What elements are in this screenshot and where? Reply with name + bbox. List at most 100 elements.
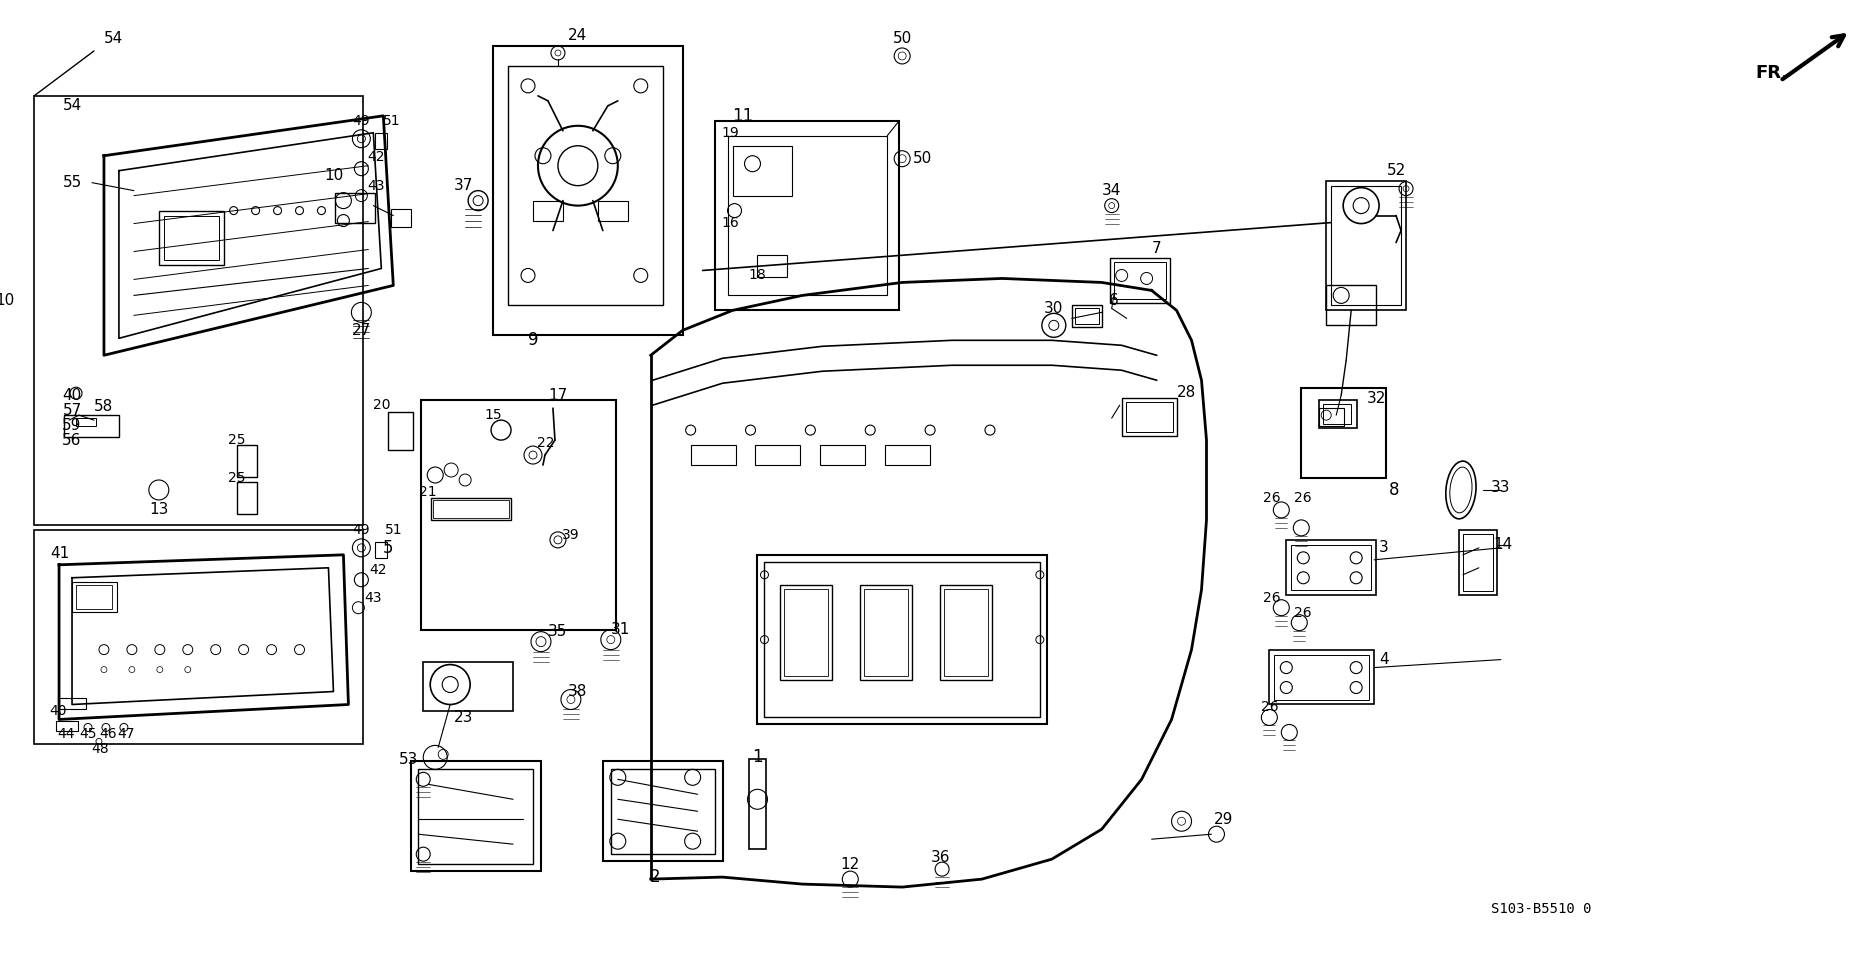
Text: 2: 2 — [650, 868, 661, 886]
Bar — [58, 698, 86, 709]
Bar — [1269, 650, 1374, 704]
Text: 40: 40 — [62, 388, 82, 403]
Bar — [940, 585, 992, 679]
Bar — [335, 192, 376, 223]
Bar — [597, 201, 627, 220]
Text: 22: 22 — [537, 436, 554, 450]
Text: 43: 43 — [367, 179, 386, 192]
Text: 42: 42 — [367, 149, 386, 164]
Text: 45: 45 — [79, 727, 97, 742]
Bar — [1075, 308, 1099, 324]
Text: 54: 54 — [62, 99, 82, 113]
Bar — [412, 762, 541, 871]
Text: 39: 39 — [562, 528, 580, 542]
Text: 11: 11 — [732, 107, 753, 124]
Text: 4: 4 — [1380, 652, 1389, 667]
Bar — [507, 66, 663, 305]
Text: 43: 43 — [365, 590, 382, 605]
Text: 10: 10 — [324, 168, 343, 183]
Bar — [749, 759, 766, 849]
Text: 24: 24 — [569, 29, 588, 43]
Bar — [1275, 655, 1368, 700]
Text: 28: 28 — [1177, 385, 1196, 400]
Bar — [71, 582, 116, 612]
Bar — [423, 661, 513, 711]
Text: 55: 55 — [62, 175, 82, 190]
Text: 26: 26 — [1262, 590, 1280, 605]
Bar — [1331, 186, 1400, 305]
Bar — [1458, 530, 1498, 594]
Bar — [865, 589, 908, 676]
Text: 34: 34 — [1103, 183, 1121, 198]
Text: 26: 26 — [1294, 606, 1312, 620]
Bar — [534, 201, 563, 220]
Text: 26: 26 — [1260, 701, 1279, 715]
Text: 18: 18 — [749, 269, 766, 282]
Bar — [1320, 400, 1357, 428]
Text: 49: 49 — [352, 114, 371, 128]
Text: 46: 46 — [99, 727, 116, 742]
Bar — [1301, 389, 1385, 478]
Text: 37: 37 — [453, 178, 474, 193]
Bar — [732, 145, 792, 195]
Text: 57: 57 — [62, 403, 82, 417]
Text: 51: 51 — [382, 114, 401, 128]
Text: 27: 27 — [352, 323, 371, 338]
Bar — [1325, 285, 1376, 325]
Bar — [34, 530, 363, 745]
Text: 14: 14 — [1494, 537, 1513, 552]
Text: 50: 50 — [893, 32, 912, 47]
Bar — [784, 589, 827, 676]
Text: 32: 32 — [1367, 390, 1385, 406]
Text: 8: 8 — [1389, 481, 1398, 499]
Bar — [1110, 258, 1170, 303]
Text: 17: 17 — [548, 388, 567, 403]
Text: 10: 10 — [0, 293, 15, 308]
Bar — [388, 412, 414, 450]
Text: 44: 44 — [58, 727, 75, 742]
Text: 13: 13 — [150, 502, 168, 518]
Text: 53: 53 — [399, 752, 417, 767]
Text: 20: 20 — [373, 398, 389, 412]
Text: 35: 35 — [548, 624, 567, 639]
Text: 25: 25 — [228, 434, 245, 447]
Text: 52: 52 — [1387, 164, 1406, 178]
Bar — [715, 121, 899, 310]
Text: 30: 30 — [1045, 300, 1063, 316]
Text: 9: 9 — [528, 331, 539, 349]
Text: 21: 21 — [419, 485, 436, 499]
Bar — [376, 133, 388, 148]
Bar — [34, 96, 363, 524]
Bar — [1125, 402, 1172, 433]
Text: 1: 1 — [753, 748, 762, 767]
Text: 56: 56 — [62, 433, 82, 448]
Text: 49: 49 — [352, 523, 371, 537]
Bar — [165, 215, 219, 260]
Bar — [1324, 404, 1352, 424]
Text: 33: 33 — [1492, 480, 1511, 496]
Bar — [376, 542, 388, 558]
Text: 42: 42 — [369, 563, 388, 577]
Bar — [64, 415, 120, 437]
Text: 26: 26 — [1294, 491, 1312, 505]
Text: 19: 19 — [723, 125, 739, 140]
Bar — [1286, 540, 1376, 594]
Text: 25: 25 — [228, 471, 245, 485]
Text: 48: 48 — [92, 743, 109, 756]
Bar — [1114, 262, 1166, 300]
Text: 38: 38 — [569, 684, 588, 699]
Bar — [885, 445, 930, 465]
Bar — [492, 46, 683, 335]
Bar — [861, 585, 912, 679]
Bar — [728, 136, 887, 296]
Text: 12: 12 — [841, 857, 859, 872]
Text: 36: 36 — [930, 850, 949, 865]
Bar — [756, 445, 801, 465]
Text: 58: 58 — [94, 399, 114, 413]
Text: 15: 15 — [485, 408, 502, 422]
Text: 5: 5 — [384, 539, 393, 557]
Bar — [691, 445, 736, 465]
Text: FR.: FR. — [1756, 64, 1788, 82]
Bar — [781, 585, 833, 679]
Text: 31: 31 — [610, 622, 631, 637]
